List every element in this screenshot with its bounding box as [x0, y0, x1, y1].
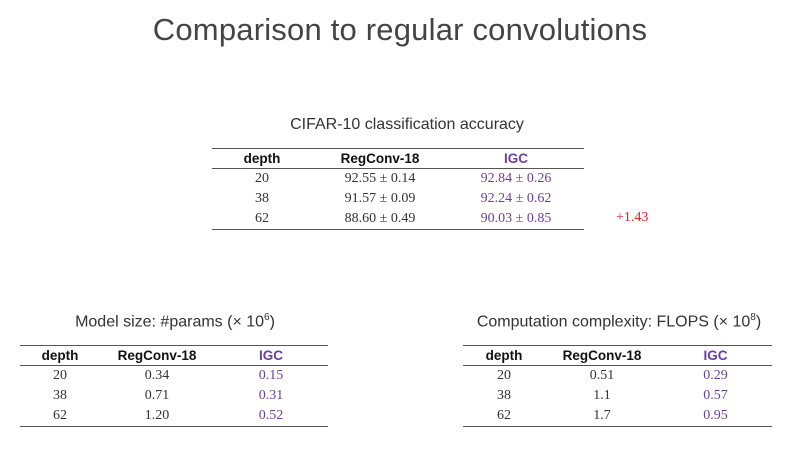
regconv-cell: 0.51 [589, 367, 615, 383]
accuracy-gain-note: +1.43 [616, 210, 649, 225]
depth-cell: 62 [255, 210, 269, 226]
igc-cell: 92.24 ± 0.62 [480, 190, 552, 206]
depth-cell: 20 [255, 170, 269, 186]
params-table: depth RegConv-18 IGC 20 0.34 0.15 38 0.7… [20, 345, 328, 427]
depth-cell: 20 [53, 367, 67, 383]
regconv-cell: 92.55 ± 0.14 [344, 170, 416, 186]
flops-caption-prefix: Computation complexity: FLOPS (× 10 [476, 313, 751, 331]
regconv-cell: 1.1 [593, 387, 611, 403]
flops-table-caption: Computation complexity: FLOPS (× 108) [458, 312, 780, 331]
params-caption-exponent: 6 [264, 312, 270, 323]
depth-cell: 62 [53, 407, 67, 423]
regconv-cell: 0.71 [144, 387, 170, 403]
params-table-caption: Model size: #params (× 106) [20, 312, 330, 331]
table-header-row: depth RegConv-18 IGC [20, 345, 328, 366]
column-header-depth: depth [212, 148, 312, 169]
igc-cell: 90.03 ± 0.85 [480, 210, 552, 226]
igc-cell: 0.57 [703, 387, 728, 403]
regconv-cell: 1.7 [593, 407, 611, 423]
igc-cell: 92.84 ± 0.26 [480, 170, 552, 186]
column-header-depth: depth [463, 345, 545, 366]
table-row: 38 91.57 ± 0.09 92.24 ± 0.62 [212, 189, 584, 209]
depth-cell: 38 [497, 387, 511, 403]
column-header-depth: depth [20, 345, 100, 366]
table-header-row: depth RegConv-18 IGC [463, 345, 772, 366]
regconv-cell: 88.60 ± 0.49 [344, 210, 416, 226]
accuracy-table-caption: CIFAR-10 classification accuracy [290, 116, 524, 133]
igc-cell: 0.95 [703, 407, 728, 423]
column-header-regconv: RegConv-18 [100, 345, 214, 366]
flops-caption-exponent: 8 [750, 312, 756, 323]
table-row: 62 1.7 0.95 [463, 406, 772, 427]
column-header-igc: IGC [214, 345, 328, 366]
params-caption-prefix: Model size: #params (× 10 [75, 313, 265, 331]
table-row: 20 92.55 ± 0.14 92.84 ± 0.26 [212, 169, 584, 189]
params-caption-suffix: ) [269, 313, 275, 331]
flops-table: depth RegConv-18 IGC 20 0.51 0.29 38 1.1… [463, 345, 772, 427]
depth-cell: 62 [497, 407, 511, 423]
accuracy-table: depth RegConv-18 IGC 20 92.55 ± 0.14 92.… [212, 148, 584, 230]
column-header-igc: IGC [659, 345, 772, 366]
depth-cell: 38 [255, 190, 269, 206]
depth-cell: 38 [53, 387, 67, 403]
column-header-regconv: RegConv-18 [545, 345, 659, 366]
regconv-cell: 91.57 ± 0.09 [344, 190, 416, 206]
table-row: 20 0.51 0.29 [463, 366, 772, 386]
column-header-regconv: RegConv-18 [312, 148, 448, 169]
regconv-cell: 1.20 [144, 407, 170, 423]
igc-cell: 0.29 [703, 367, 728, 383]
regconv-cell: 0.34 [144, 367, 170, 383]
igc-cell: 0.52 [258, 407, 284, 423]
table-row: 38 1.1 0.57 [463, 386, 772, 406]
slide-title: Comparison to regular convolutions [152, 12, 648, 47]
table-row: 20 0.34 0.15 [20, 366, 328, 386]
table-row: 38 0.71 0.31 [20, 386, 328, 406]
table-header-row: depth RegConv-18 IGC [212, 148, 584, 169]
table-row: 62 1.20 0.52 [20, 406, 328, 427]
table-row: 62 88.60 ± 0.49 90.03 ± 0.85 [212, 209, 584, 230]
depth-cell: 20 [497, 367, 511, 383]
igc-cell: 0.31 [258, 387, 284, 403]
column-header-igc: IGC [448, 148, 584, 169]
igc-cell: 0.15 [258, 367, 284, 383]
flops-caption-suffix: ) [755, 313, 762, 331]
